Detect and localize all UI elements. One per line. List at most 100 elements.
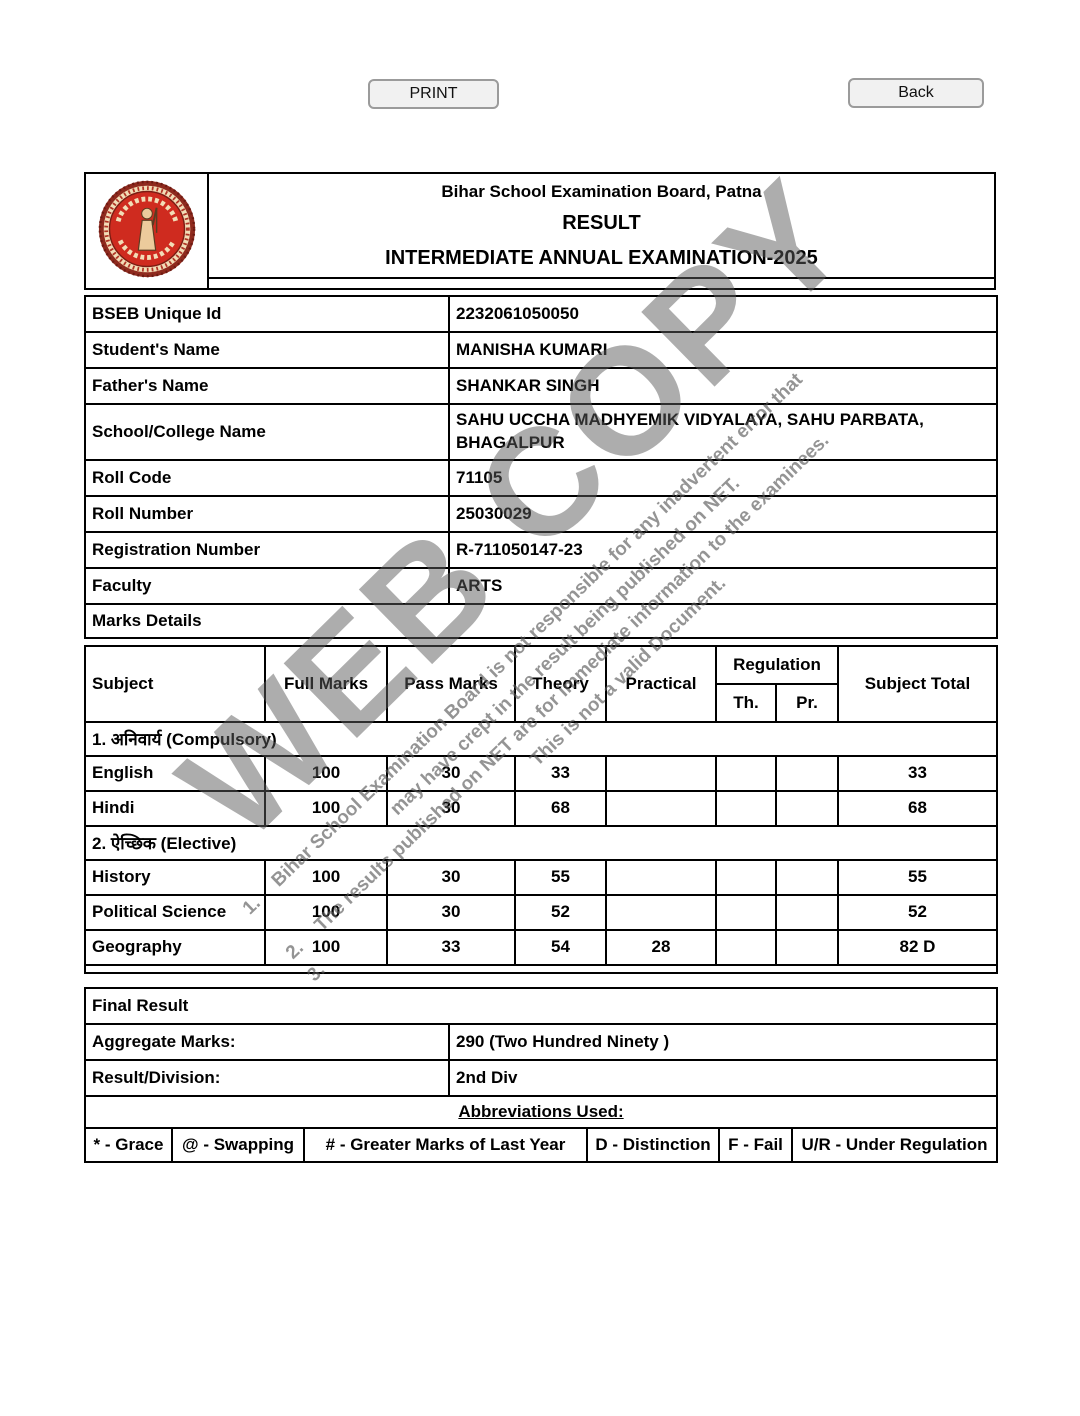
table-row: Political Science 100 30 52 52 [84,893,998,931]
regulation-pr [775,754,839,792]
subject-total: 52 [837,893,998,931]
back-button[interactable]: Back [848,78,984,108]
col-header-full-marks: Full Marks [264,644,388,723]
abbr-swapping: @ - Swapping [171,1126,305,1163]
practical-marks: 28 [605,928,717,966]
detail-value: MANISHA KUMARI [448,331,998,369]
regulation-pr [775,789,839,827]
subject-name: History [84,858,266,896]
aggregate-marks-value: 290 (Two Hundred Ninety ) [447,1022,999,1061]
table-row: Hindi 100 30 68 68 [84,789,998,827]
col-header-regulation-pr: Pr. [775,682,839,723]
subject-total: 82 D [837,928,998,966]
table-row: Aggregate Marks: 290 (Two Hundred Ninety… [84,1022,999,1061]
subject-total: 68 [837,789,998,827]
subject-name: Political Science [84,893,266,931]
title-cell: Bihar School Examination Board, Patna RE… [209,174,994,288]
final-result-heading: Final Result [83,986,999,1025]
table-row: Geography 100 33 54 28 82 D [84,928,998,966]
detail-value: 71105 [448,458,998,497]
detail-label: Student's Name [84,331,450,369]
detail-label: Roll Number [84,494,450,533]
abbr-greater-marks: # - Greater Marks of Last Year [303,1126,588,1163]
table-row: Final Result [83,986,999,1025]
subject-total: 33 [837,754,998,792]
col-header-regulation-th: Th. [715,682,777,723]
exam-title: INTERMEDIATE ANNUAL EXAMINATION-2025 [385,247,818,269]
result-division-value: 2nd Div [447,1058,999,1097]
detail-label: Father's Name [84,367,450,405]
abbr-distinction: D - Distinction [586,1126,720,1163]
pass-marks: 30 [386,858,516,896]
subject-total: 55 [837,858,998,896]
regulation-th [715,754,777,792]
full-marks: 100 [264,754,388,792]
col-header-subject-total: Subject Total [837,644,998,723]
document-header: Bihar School Examination Board, Patna RE… [84,172,996,290]
table-row: History 100 30 55 55 [84,858,998,896]
result-title: RESULT [562,212,641,234]
regulation-th [715,789,777,827]
detail-label: Faculty [84,566,450,605]
table-row: Result/Division: 2nd Div [84,1058,999,1097]
detail-label: Roll Code [84,458,450,497]
regulation-th [715,928,777,966]
final-result-table: Final Result Aggregate Marks: 290 (Two H… [83,986,999,1129]
abbr-grace: * - Grace [84,1126,173,1163]
detail-value: ARTS [448,566,998,605]
theory-marks: 33 [514,754,607,792]
empty-row [84,963,998,974]
theory-marks: 52 [514,893,607,931]
practical-marks [605,893,717,931]
table-row: Marks Details [84,602,998,639]
table-row: Father's Name SHANKAR SINGH [84,367,998,405]
student-details-table: BSEB Unique Id 2232061050050 Student's N… [84,295,998,639]
practical-marks [605,858,717,896]
subject-name: Geography [84,928,266,966]
table-row: Roll Number 25030029 [84,494,998,533]
board-name: Bihar School Examination Board, Patna [441,182,762,201]
pass-marks: 30 [386,893,516,931]
abbreviations-heading: Abbreviations Used: [83,1094,999,1129]
marks-details-heading: Marks Details [84,602,998,639]
detail-value: SAHU UCCHA MADHYEMIK VIDYALAYA, SAHU PAR… [448,403,998,461]
table-row: * - Grace @ - Swapping # - Greater Marks… [84,1126,998,1163]
bseb-seal-icon [97,179,197,284]
subject-name: Hindi [84,789,266,827]
theory-marks: 54 [514,928,607,966]
aggregate-marks-label: Aggregate Marks: [84,1022,450,1061]
pass-marks: 30 [386,789,516,827]
pass-marks: 33 [386,928,516,966]
detail-value: 25030029 [448,494,998,533]
print-button[interactable]: PRINT [368,79,499,109]
regulation-pr [775,893,839,931]
table-row: School/College Name SAHU UCCHA MADHYEMIK… [84,403,998,461]
col-header-subject: Subject [84,644,266,723]
subject-name: English [84,754,266,792]
col-header-regulation: Regulation [715,644,839,685]
detail-value: 2232061050050 [448,295,998,333]
table-row: Faculty ARTS [84,566,998,605]
result-division-label: Result/Division: [84,1058,450,1097]
regulation-th [715,858,777,896]
table-header-row: Th. Pr. [85,682,997,723]
spacer-row [84,963,998,974]
practical-marks [605,789,717,827]
section-title-elective: 2. ऐच्छिक (Elective) [84,824,998,861]
marks-table: Subject Full Marks Pass Marks Theory Pra… [84,644,998,974]
theory-marks: 55 [514,858,607,896]
section-title-compulsory: 1. अनिवार्य (Compulsory) [84,720,998,757]
full-marks: 100 [264,893,388,931]
table-row: English 100 30 33 33 [84,754,998,792]
table-row: Registration Number R-711050147-23 [84,530,998,569]
theory-marks: 68 [514,789,607,827]
col-header-theory: Theory [514,644,607,723]
table-row: Student's Name MANISHA KUMARI [84,331,998,369]
result-document: Bihar School Examination Board, Patna RE… [83,172,999,1163]
col-header-practical: Practical [605,644,717,723]
detail-value: R-711050147-23 [448,530,998,569]
regulation-th [715,893,777,931]
table-row: BSEB Unique Id 2232061050050 [84,295,998,333]
logo-cell [86,174,209,288]
